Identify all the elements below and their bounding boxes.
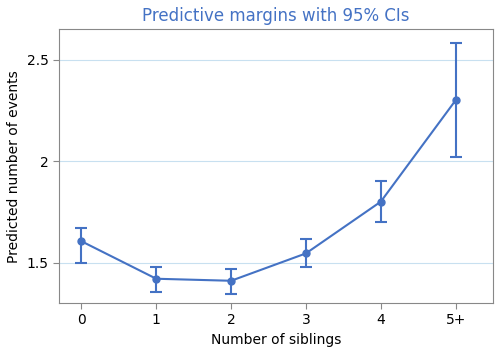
Title: Predictive margins with 95% CIs: Predictive margins with 95% CIs	[142, 7, 409, 25]
Y-axis label: Predicted number of events: Predicted number of events	[7, 70, 21, 263]
X-axis label: Number of siblings: Number of siblings	[211, 333, 341, 347]
